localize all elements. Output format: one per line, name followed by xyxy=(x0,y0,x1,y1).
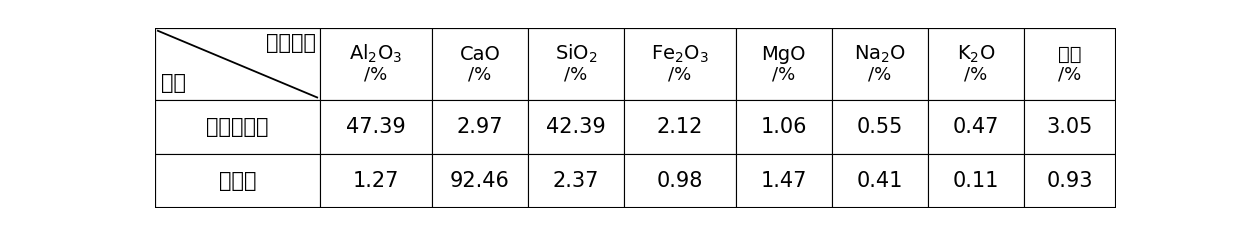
Text: /%: /% xyxy=(564,65,588,83)
Text: 0.93: 0.93 xyxy=(1047,171,1094,191)
Bar xyxy=(832,100,928,154)
Bar xyxy=(735,100,832,154)
Text: CaO: CaO xyxy=(460,44,500,63)
Bar xyxy=(432,154,528,208)
Text: 2.12: 2.12 xyxy=(657,117,703,137)
Bar xyxy=(155,154,320,208)
Text: 2.97: 2.97 xyxy=(456,117,503,137)
Text: 0.98: 0.98 xyxy=(657,171,703,191)
Bar xyxy=(624,100,735,154)
Bar xyxy=(1024,28,1116,100)
Text: /%: /% xyxy=(965,65,987,83)
Bar xyxy=(432,100,528,154)
Bar xyxy=(320,28,432,100)
Bar xyxy=(928,100,1024,154)
Text: 原料: 原料 xyxy=(161,73,186,93)
Text: 化学成分: 化学成分 xyxy=(267,33,316,54)
Text: /%: /% xyxy=(668,65,692,83)
Bar xyxy=(155,100,320,154)
Text: 2.37: 2.37 xyxy=(553,171,599,191)
Bar xyxy=(528,100,624,154)
Bar xyxy=(735,154,832,208)
Bar xyxy=(735,28,832,100)
Bar xyxy=(155,28,320,100)
Bar xyxy=(1024,154,1116,208)
Bar xyxy=(832,28,928,100)
Text: 3.05: 3.05 xyxy=(1047,117,1094,137)
Text: 0.55: 0.55 xyxy=(857,117,903,137)
Text: 47.39: 47.39 xyxy=(346,117,405,137)
Text: 0.41: 0.41 xyxy=(857,171,903,191)
Text: /%: /% xyxy=(868,65,892,83)
Text: /%: /% xyxy=(1059,65,1081,83)
Bar xyxy=(432,28,528,100)
Text: MgO: MgO xyxy=(761,44,806,63)
Bar xyxy=(1024,100,1116,154)
Text: K$_2$O: K$_2$O xyxy=(957,43,996,65)
Bar xyxy=(624,28,735,100)
Text: 其他: 其他 xyxy=(1058,44,1081,63)
Bar xyxy=(624,154,735,208)
Bar xyxy=(528,154,624,208)
Text: /%: /% xyxy=(773,65,795,83)
Bar xyxy=(832,154,928,208)
Text: 高铝粉煤灰: 高铝粉煤灰 xyxy=(206,117,269,137)
Bar xyxy=(528,28,624,100)
Text: 1.06: 1.06 xyxy=(760,117,807,137)
Bar xyxy=(928,154,1024,208)
Bar xyxy=(320,100,432,154)
Bar xyxy=(320,154,432,208)
Text: 92.46: 92.46 xyxy=(450,171,510,191)
Text: 0.11: 0.11 xyxy=(952,171,999,191)
Text: /%: /% xyxy=(365,65,388,83)
Text: 42.39: 42.39 xyxy=(546,117,606,137)
Text: /%: /% xyxy=(469,65,491,83)
Text: Na$_2$O: Na$_2$O xyxy=(854,43,906,65)
Text: 0.47: 0.47 xyxy=(952,117,999,137)
Text: SiO$_2$: SiO$_2$ xyxy=(554,43,598,65)
Text: 1.27: 1.27 xyxy=(352,171,399,191)
Bar xyxy=(928,28,1024,100)
Text: Al$_2$O$_3$: Al$_2$O$_3$ xyxy=(350,43,403,65)
Text: 生石灰: 生石灰 xyxy=(218,171,257,191)
Text: Fe$_2$O$_3$: Fe$_2$O$_3$ xyxy=(651,43,709,65)
Text: 1.47: 1.47 xyxy=(760,171,807,191)
